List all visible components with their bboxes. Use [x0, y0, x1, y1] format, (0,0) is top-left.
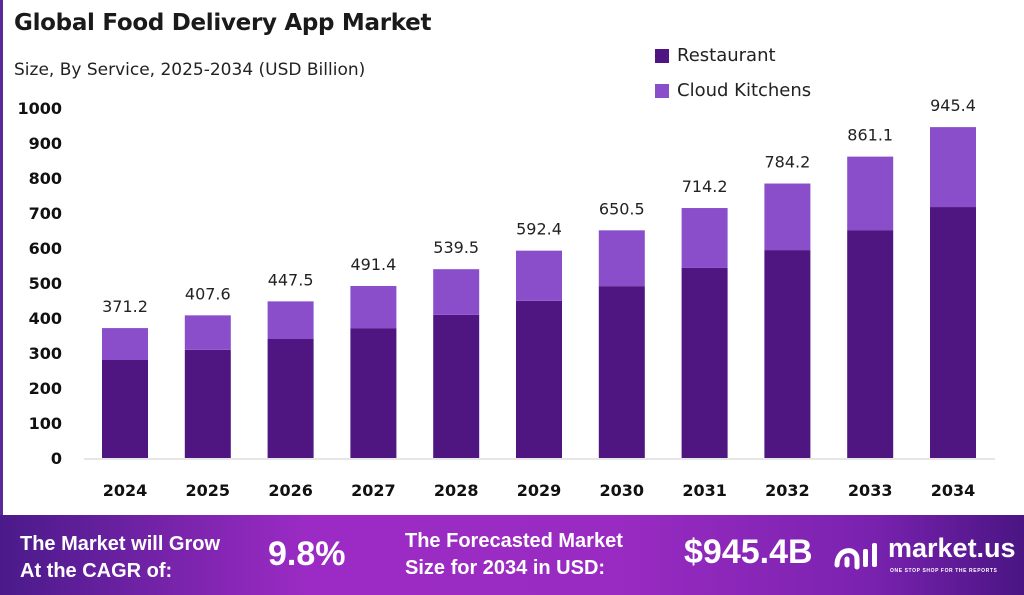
bar-cloud-kitchens — [102, 328, 148, 360]
legend-swatch-cloud-kitchens — [655, 83, 669, 98]
y-tick-label: 200 — [29, 379, 62, 398]
total-data-label: 714.2 — [682, 177, 728, 196]
y-tick-label: 300 — [29, 344, 62, 363]
x-tick-label: 2030 — [600, 481, 645, 500]
legend-label: Restaurant — [677, 45, 776, 66]
chart-subtitle: Size, By Service, 2025-2034 (USD Billion… — [14, 60, 366, 80]
cagr-value: 9.8% — [268, 535, 346, 573]
x-tick-label: 2031 — [682, 481, 727, 500]
y-tick-label: 1000 — [17, 99, 62, 118]
legend-swatch-restaurant — [655, 48, 669, 63]
left-accent-bar — [0, 0, 3, 515]
x-tick-label: 2026 — [268, 481, 313, 500]
bar-cloud-kitchens — [350, 286, 397, 329]
bar-restaurant — [930, 207, 976, 458]
total-data-label: 371.2 — [102, 297, 148, 316]
y-tick-label: 800 — [29, 169, 62, 188]
total-data-label: 407.6 — [185, 284, 231, 303]
bar-cloud-kitchens — [764, 183, 811, 251]
bar-cloud-kitchens — [930, 127, 976, 208]
bar-restaurant — [764, 250, 811, 458]
bar-cloud-kitchens — [598, 230, 645, 287]
y-tick-label: 400 — [29, 309, 62, 328]
total-data-label: 945.4 — [930, 96, 976, 115]
bar-cloud-kitchens — [184, 315, 231, 350]
y-tick-label: 100 — [29, 414, 62, 433]
bar-restaurant — [516, 300, 562, 458]
legend: Restaurant Cloud Kitchens — [655, 38, 811, 108]
y-tick-label: 700 — [29, 204, 62, 223]
market-us-logo-icon — [834, 543, 877, 570]
legend-label: Cloud Kitchens — [677, 80, 812, 101]
bar-restaurant — [681, 267, 728, 458]
bar-cloud-kitchens — [681, 208, 728, 268]
x-tick-label: 2024 — [103, 481, 148, 500]
x-tick-label: 2029 — [517, 481, 562, 500]
x-tick-label: 2027 — [351, 481, 396, 500]
x-tick-label: 2032 — [765, 481, 810, 500]
forecast-label-line2: Size for 2034 in USD: — [405, 557, 606, 579]
bar-restaurant — [847, 230, 894, 458]
forecast-value: $945.4B — [684, 533, 813, 571]
y-tick-label: 500 — [29, 274, 62, 293]
bar-restaurant — [267, 339, 314, 458]
bar-restaurant — [102, 360, 148, 458]
chart-title: Global Food Delivery App Market — [14, 10, 432, 36]
bar-chart: 0 100 200 300 400 500 600 700 800 900 1000 371.2 202… — [17, 96, 995, 500]
brand-tagline: ONE STOP SHOP FOR THE REPORTS — [890, 568, 998, 574]
bar-restaurant — [598, 286, 645, 458]
footer-banner: The Market will Grow At the CAGR of: 9.8… — [0, 515, 1024, 595]
legend-item-restaurant: Restaurant — [655, 38, 811, 73]
total-data-label: 784.2 — [764, 153, 810, 172]
cagr-label-line1: The Market will Grow — [20, 533, 221, 555]
bar-cloud-kitchens — [516, 250, 562, 301]
bar-cloud-kitchens — [433, 269, 480, 315]
total-data-label: 447.5 — [268, 270, 314, 289]
x-tick-label: 2025 — [186, 481, 231, 500]
cagr-label-line2: At the CAGR of: — [20, 560, 173, 582]
bar-restaurant — [350, 328, 397, 458]
y-tick-label: 600 — [29, 239, 62, 258]
forecast-label: The Forecasted Market Size for 2034 in U… — [405, 528, 623, 582]
bar-restaurant — [433, 314, 480, 458]
forecast-label-line1: The Forecasted Market — [405, 530, 623, 552]
total-data-label: 592.4 — [516, 220, 562, 239]
bar-cloud-kitchens — [267, 301, 314, 339]
total-data-label: 491.4 — [350, 255, 396, 274]
brand-name: market.us — [888, 533, 1016, 563]
y-tick-label: 0 — [51, 449, 62, 468]
cagr-label: The Market will Grow At the CAGR of: — [20, 531, 220, 585]
bar-cloud-kitchens — [847, 156, 894, 231]
legend-item-cloud-kitchens: Cloud Kitchens — [655, 73, 811, 108]
x-tick-label: 2034 — [931, 481, 976, 500]
x-tick-label: 2028 — [434, 481, 479, 500]
x-tick-label: 2033 — [848, 481, 893, 500]
total-data-label: 861.1 — [847, 126, 893, 145]
total-data-label: 539.5 — [433, 238, 479, 257]
total-data-label: 650.5 — [599, 199, 645, 218]
bar-restaurant — [184, 349, 231, 458]
y-tick-label: 900 — [29, 134, 62, 153]
